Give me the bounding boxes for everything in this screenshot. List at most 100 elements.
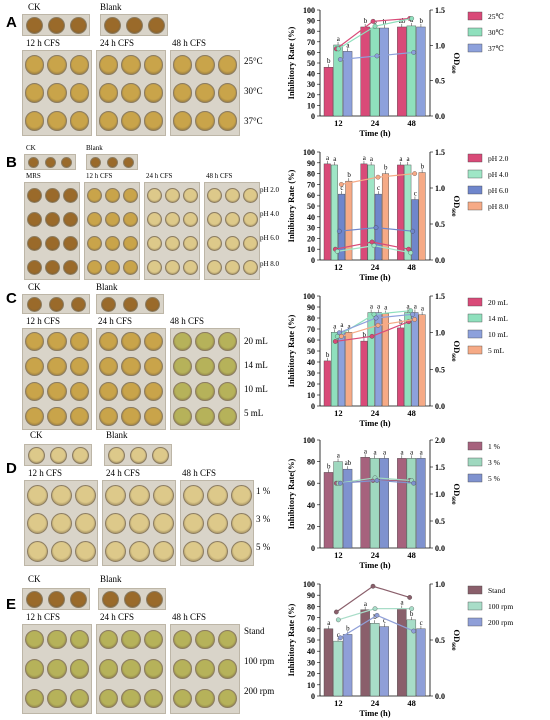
plate-well bbox=[69, 590, 87, 608]
significance-letter: b bbox=[373, 18, 377, 26]
plate-well bbox=[143, 83, 164, 103]
y-tick-label: 50 bbox=[307, 202, 315, 211]
plate-well bbox=[44, 156, 56, 168]
blank-label: Blank bbox=[106, 430, 128, 440]
plate-photo-a: CK Blank 12 h CFS 24 h CFS 48 h CFS 25°C… bbox=[22, 0, 267, 140]
od-point bbox=[370, 583, 376, 589]
bar bbox=[333, 640, 343, 697]
plate-well bbox=[129, 446, 147, 464]
plate-well bbox=[61, 156, 73, 168]
plate-well bbox=[195, 406, 215, 427]
row-label: 200 rpm bbox=[244, 686, 275, 696]
y-tick-label: 10 bbox=[307, 245, 315, 254]
plate-well bbox=[26, 540, 48, 562]
y-tick-label: 70 bbox=[307, 38, 315, 47]
y-tick-label: 40 bbox=[307, 647, 315, 656]
plate-well bbox=[195, 111, 215, 131]
plate-well bbox=[195, 356, 215, 377]
plate-well bbox=[122, 235, 138, 251]
legend-label: pH 6.0 bbox=[488, 186, 509, 195]
y-tick-label: 70 bbox=[307, 180, 315, 189]
y-axis-label: Inhibitory Rate (%) bbox=[286, 26, 296, 99]
plate-well bbox=[217, 111, 238, 131]
plate-well bbox=[86, 187, 102, 203]
significance-letter: b bbox=[384, 164, 388, 172]
plate-well bbox=[172, 111, 193, 131]
plate-24h bbox=[144, 182, 200, 280]
od-point bbox=[336, 330, 342, 336]
plate-well bbox=[47, 659, 67, 679]
plate-well bbox=[242, 235, 258, 251]
row-label: pH 2.0 bbox=[260, 186, 280, 194]
plate-well bbox=[217, 331, 238, 352]
bar bbox=[360, 163, 368, 261]
row-label: 10 mL bbox=[244, 384, 268, 394]
legend-swatch bbox=[467, 185, 483, 195]
plate-well bbox=[172, 688, 193, 709]
row-label: 100 rpm bbox=[244, 656, 275, 666]
y-axis-label: Inhibitory Rate (%) bbox=[286, 314, 296, 387]
x-tick-label: 24 bbox=[371, 408, 380, 418]
plate-48h bbox=[170, 624, 240, 714]
x-axis-label: Time (h) bbox=[359, 128, 390, 138]
plate-well bbox=[104, 540, 126, 562]
bar bbox=[406, 458, 417, 549]
plate-well bbox=[206, 512, 228, 534]
y2-tick-label: 0.0 bbox=[435, 402, 445, 411]
x-axis-label: Time (h) bbox=[359, 272, 390, 282]
y-tick-label: 50 bbox=[307, 347, 315, 356]
significance-letter: a bbox=[373, 448, 377, 456]
row-label: 14 mL bbox=[244, 360, 268, 370]
plate-well bbox=[206, 211, 222, 227]
plate-well bbox=[26, 296, 42, 312]
significance-letter: a bbox=[384, 304, 388, 312]
plate-well bbox=[122, 259, 138, 275]
plate-well bbox=[146, 187, 162, 203]
plate-well bbox=[27, 446, 45, 464]
plate-well bbox=[121, 659, 141, 679]
bar bbox=[330, 164, 338, 261]
plate-well bbox=[26, 512, 48, 534]
significance-letter: a bbox=[364, 600, 368, 608]
plate-well bbox=[182, 512, 204, 534]
row-label: 20 mL bbox=[244, 336, 268, 346]
od-point bbox=[334, 249, 340, 254]
x-tick-label: 48 bbox=[407, 408, 416, 418]
plate-well bbox=[230, 512, 252, 534]
legend-label: pH 8.0 bbox=[488, 202, 509, 211]
plate-well bbox=[164, 235, 180, 251]
bar bbox=[404, 312, 412, 407]
significance-letter: a bbox=[370, 303, 374, 311]
y-tick-label: 40 bbox=[307, 501, 315, 510]
significance-letter: a bbox=[410, 448, 414, 456]
y2-tick-label: 1.0 bbox=[435, 580, 445, 589]
y-tick-label: 50 bbox=[307, 59, 315, 68]
plate-well bbox=[106, 156, 118, 168]
plate-48h bbox=[204, 182, 260, 280]
od-point bbox=[375, 322, 381, 328]
plate-well bbox=[206, 540, 228, 562]
bar bbox=[379, 458, 389, 549]
y-tick-label: 0 bbox=[311, 112, 315, 121]
od-point bbox=[369, 333, 375, 339]
plate-well bbox=[100, 296, 116, 312]
plate-well bbox=[69, 331, 90, 352]
plate-well bbox=[50, 512, 72, 534]
x-tick-label: 12 bbox=[334, 698, 343, 708]
od-point bbox=[337, 635, 343, 641]
plate-well bbox=[152, 484, 174, 506]
plate-well bbox=[182, 259, 198, 275]
y-tick-label: 90 bbox=[307, 159, 315, 168]
plate-well bbox=[206, 187, 222, 203]
plate-well bbox=[98, 381, 119, 402]
od-point bbox=[372, 606, 378, 611]
x-tick-label: 12 bbox=[334, 408, 343, 418]
plate-well bbox=[86, 211, 102, 227]
od-point bbox=[409, 606, 415, 611]
bar bbox=[379, 27, 389, 117]
legend-label: 14 mL bbox=[488, 314, 508, 323]
y-tick-label: 100 bbox=[303, 580, 315, 589]
legend-swatch bbox=[467, 585, 483, 595]
plate-well bbox=[25, 16, 43, 34]
plate-well bbox=[143, 688, 164, 709]
